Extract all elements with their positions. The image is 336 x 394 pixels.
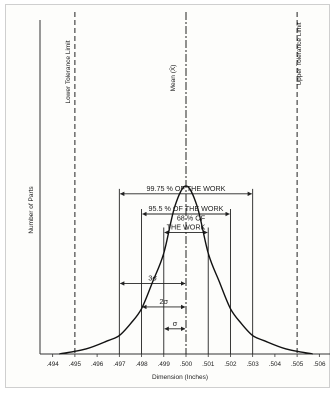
band-68-label-line2: THE WORK — [167, 222, 206, 231]
x-tick-label: .500 — [180, 361, 193, 368]
mean-label: Mean (X̄) — [169, 65, 177, 92]
x-tick-label: .496 — [91, 361, 104, 368]
x-tick-label: .506 — [313, 361, 326, 368]
sigma-1-label: σ — [173, 319, 178, 328]
x-tick-label: .504 — [269, 361, 282, 368]
sigma-2-label: 2σ — [159, 297, 168, 306]
x-tick-label: .498 — [135, 361, 148, 368]
x-tick-label: .505 — [291, 361, 304, 368]
normal-curve — [59, 185, 313, 355]
band-99-label: 99.75 % OF THE WORK — [147, 184, 226, 193]
lower-limit-label: Lower Tolerance Limit — [65, 40, 72, 103]
band-68-label-line1: 68 % OF — [177, 213, 206, 222]
x-tick-label: .495 — [69, 361, 82, 368]
upper-limit-label: Upper Tolerance Limit — [296, 22, 303, 85]
x-tick-label: .499 — [158, 361, 171, 368]
sigma-3-label: 3σ — [148, 273, 157, 282]
x-tick-label: .502 — [224, 361, 237, 368]
x-tick-label: .497 — [113, 361, 126, 368]
y-axis-label: Number of Parts — [28, 186, 35, 234]
x-axis-label: Dimension (Inches) — [152, 374, 208, 381]
x-tick-label: .501 — [202, 361, 215, 368]
band-95-label: 95.5 % OF THE WORK — [149, 204, 224, 213]
x-tick-label: .503 — [247, 361, 260, 368]
x-tick-label: .494 — [47, 361, 60, 368]
